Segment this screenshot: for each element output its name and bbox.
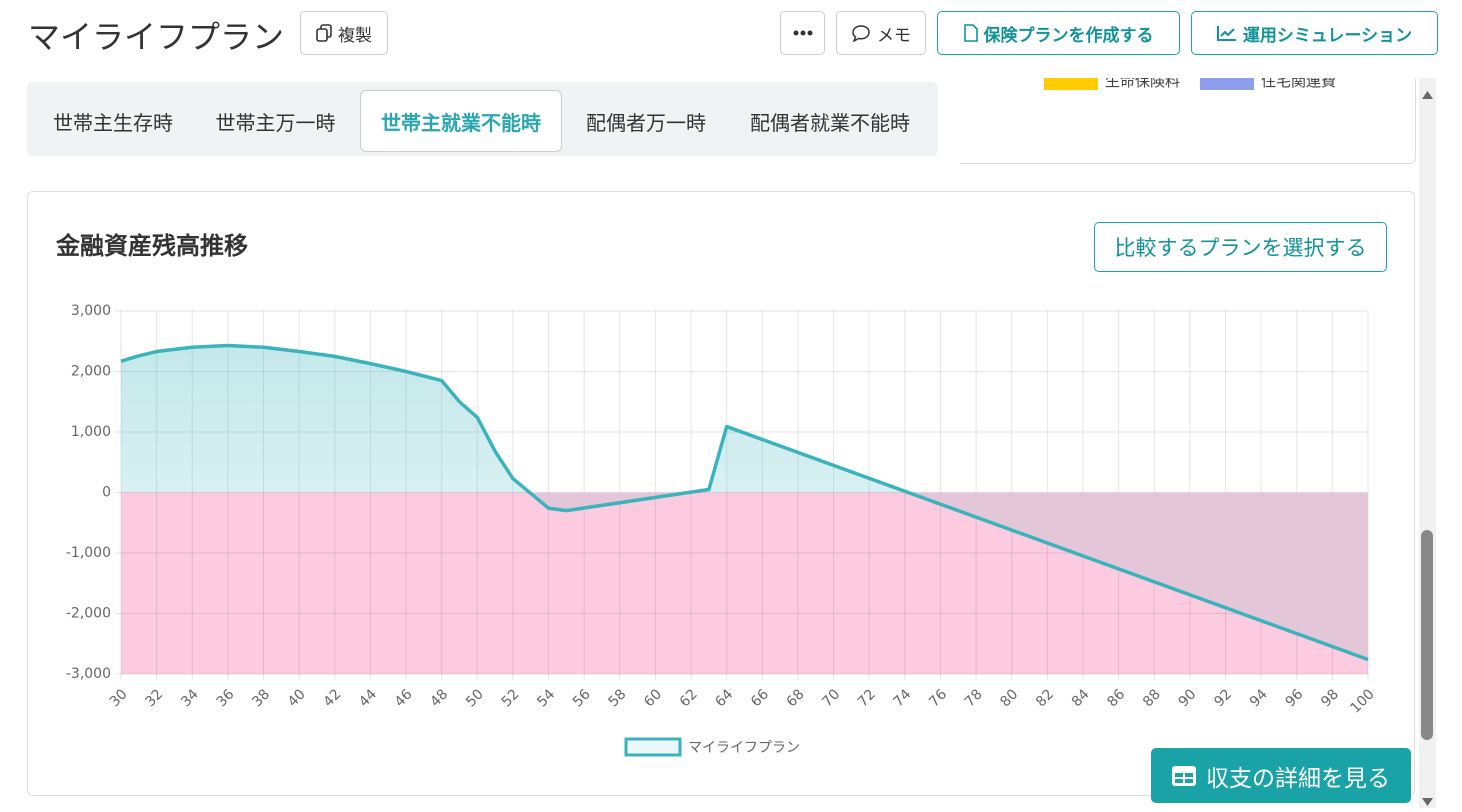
copy-label: 複製	[338, 25, 372, 46]
insurance-plan-label: 保険プランを作成する	[983, 25, 1154, 46]
x-tick-label: 98	[1318, 686, 1342, 710]
file-icon	[963, 24, 978, 42]
legend-label: 住宅関連費	[1261, 78, 1337, 90]
copy-button[interactable]: 複製	[300, 11, 388, 55]
y-tick-label: 1,000	[71, 424, 111, 440]
tab[interactable]: 世帯主万一時	[215, 110, 336, 135]
x-tick-label: 86	[1104, 686, 1128, 710]
x-tick-label: 50	[463, 686, 487, 710]
x-tick-label: 44	[356, 686, 380, 710]
x-tick-label: 96	[1282, 686, 1306, 710]
detail-label: 収支の詳細を見る	[1206, 765, 1390, 792]
simulation-button[interactable]: 運用シミュレーション	[1191, 11, 1438, 55]
x-tick-label: 42	[321, 686, 345, 710]
x-tick-label: 68	[784, 686, 808, 710]
y-tick-label: 0	[102, 485, 111, 501]
table-icon	[1172, 765, 1196, 786]
x-tick-label: 72	[855, 686, 879, 710]
simulation-label: 運用シミュレーション	[1242, 25, 1413, 46]
tab[interactable]: 配偶者万一時	[586, 110, 706, 135]
x-tick-label: 94	[1247, 686, 1271, 710]
compare-button[interactable]: 比較するプランを選択する	[1094, 222, 1387, 272]
scrollbar[interactable]	[1419, 78, 1436, 808]
x-tick-label: 74	[891, 686, 915, 710]
x-tick-label: 54	[534, 686, 558, 710]
tab[interactable]: 配偶者就業不能時	[750, 110, 910, 135]
x-tick-label: 30	[107, 686, 131, 710]
x-tick-label: 38	[249, 686, 273, 710]
x-tick-label: 80	[997, 686, 1021, 710]
more-icon	[793, 30, 812, 36]
scrollbar-art	[1421, 91, 1433, 806]
x-tick-label: 32	[142, 686, 166, 710]
x-tick-label: 60	[641, 686, 665, 710]
x-tick-label: 34	[178, 686, 202, 710]
chart-card: 金融資産残高推移 比較するプランを選択する 30 32 34 36 38 40 42 44 46…	[27, 191, 1415, 796]
detail-button[interactable]: 収支の詳細を見る	[1151, 748, 1411, 803]
x-tick-label: 40	[285, 686, 309, 710]
more-button[interactable]	[780, 11, 825, 55]
x-tick-label: 46	[392, 686, 416, 710]
x-tick-label: 76	[926, 686, 950, 710]
legend-label: マイライフプラン	[688, 740, 800, 756]
y-tick-label: 2,000	[71, 364, 111, 380]
tab-bar: 世帯主生存時 世帯主万一時 世帯主就業不能時 配偶者万一時 配偶者就業不能時	[27, 82, 938, 156]
y-tick-label: -3,000	[66, 666, 111, 682]
chart-icon	[1216, 26, 1236, 41]
memo-button[interactable]: メモ	[836, 11, 926, 55]
x-tick-label: 58	[606, 686, 630, 710]
x-tick-label: 92	[1211, 686, 1235, 710]
line	[120, 343, 1369, 662]
top-legend-panel: 生命保険料 住宅関連費	[960, 78, 1416, 164]
area-positive	[121, 345, 1368, 493]
y-tick-label: 3,000	[71, 303, 111, 319]
x-tick-label: 100	[1347, 686, 1377, 716]
copy-icon	[316, 24, 332, 42]
y-tick-label: -2,000	[66, 606, 111, 622]
y-tick-label: -1,000	[66, 545, 111, 561]
insurance-plan-button[interactable]: 保険プランを作成する	[937, 11, 1180, 55]
x-tick-label: 70	[819, 686, 843, 710]
x-tick-label: 78	[962, 686, 986, 710]
chart: 30 32 34 36 38 40 42 44 46 48 50 52 54 56 58 60 62 64 66 68…	[66, 303, 1378, 757]
card-title: 金融資産残高推移	[56, 232, 248, 260]
x-tick-label: 36	[214, 686, 238, 710]
x-tick-label: 52	[499, 686, 523, 710]
legend-label: 生命保険料	[1105, 78, 1181, 90]
x-tick-label: 48	[427, 686, 451, 710]
legend-swatch	[1044, 78, 1098, 90]
x-tick-label: 90	[1176, 686, 1200, 710]
memo-icon	[852, 25, 870, 42]
x-tick-label: 64	[712, 686, 736, 710]
x-tick-label: 84	[1069, 686, 1093, 710]
x-tick-label: 66	[748, 686, 772, 710]
legend-swatch	[624, 737, 682, 757]
x-tick-label: 62	[677, 686, 701, 710]
x-tick-label: 82	[1033, 686, 1057, 710]
x-tick-label: 56	[570, 686, 594, 710]
tab[interactable]: 世帯主生存時	[53, 110, 173, 135]
area-negative	[121, 492, 1368, 660]
legend-swatch	[1200, 78, 1254, 90]
tab[interactable]: 世帯主就業不能時	[360, 90, 562, 152]
page-title: マイライフプラン	[28, 18, 285, 56]
x-tick-label: 88	[1140, 686, 1164, 710]
memo-label: メモ	[877, 25, 911, 46]
